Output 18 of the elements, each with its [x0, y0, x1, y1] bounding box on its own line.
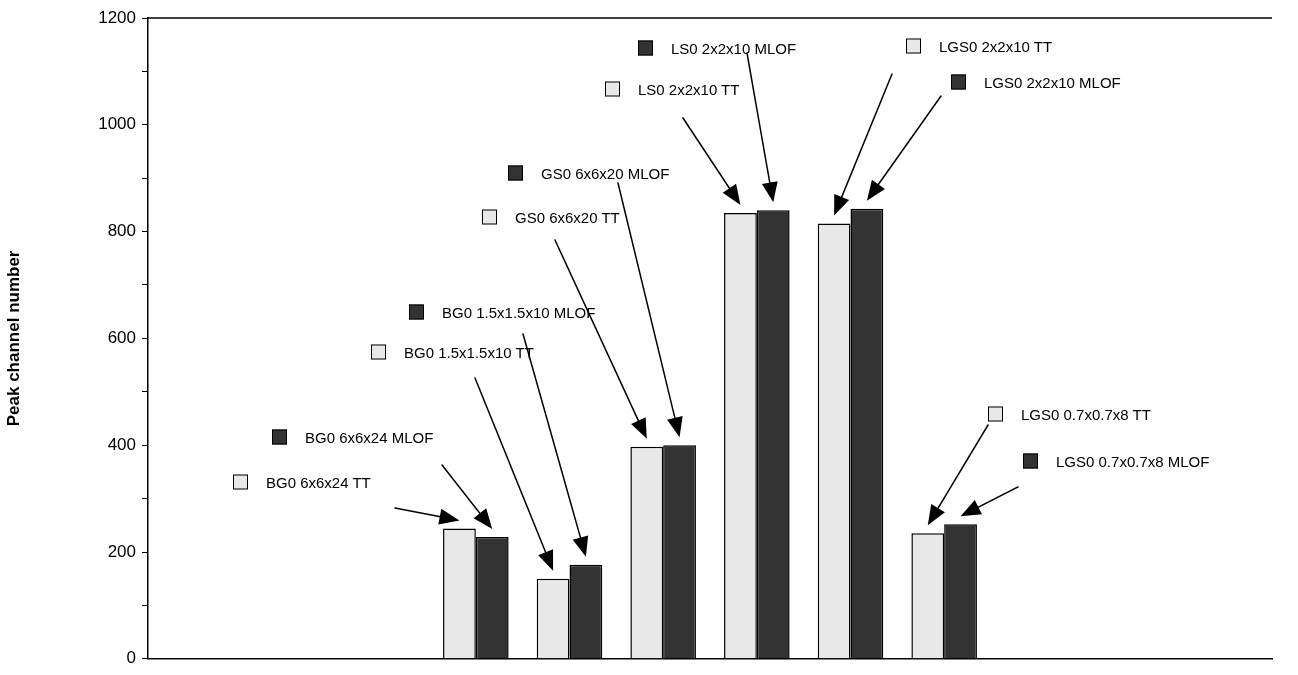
annotation: BG0 6x6x24 TT	[266, 473, 371, 491]
y-tick-label: 1200	[98, 7, 136, 27]
y-tick-label: 600	[107, 328, 136, 348]
y-tick-label: 0	[126, 648, 136, 668]
annotation: LGS0 2x2x10 TT	[939, 37, 1053, 55]
annotation: BG0 6x6x24 MLOF	[305, 428, 434, 446]
annotation: LGS0 0.7x0.7x8 MLOF	[1056, 452, 1210, 470]
annotation: GS0 6x6x20 MLOF	[541, 164, 670, 182]
y-tick-label: 800	[107, 221, 136, 241]
annotation: LGS0 2x2x10 MLOF	[984, 73, 1121, 91]
annotation: GS0 6x6x20 TT	[515, 208, 620, 226]
y-tick-label: 400	[107, 434, 136, 454]
annotation: LGS0 0.7x0.7x8 TT	[1021, 405, 1151, 423]
y-tick-label: 200	[107, 541, 136, 561]
annotation: LS0 2x2x10 MLOF	[671, 39, 797, 57]
y-tick-label: 1000	[98, 114, 136, 134]
annotation: LS0 2x2x10 TT	[638, 80, 740, 98]
y-axis-title: Peak channel number	[3, 250, 23, 427]
